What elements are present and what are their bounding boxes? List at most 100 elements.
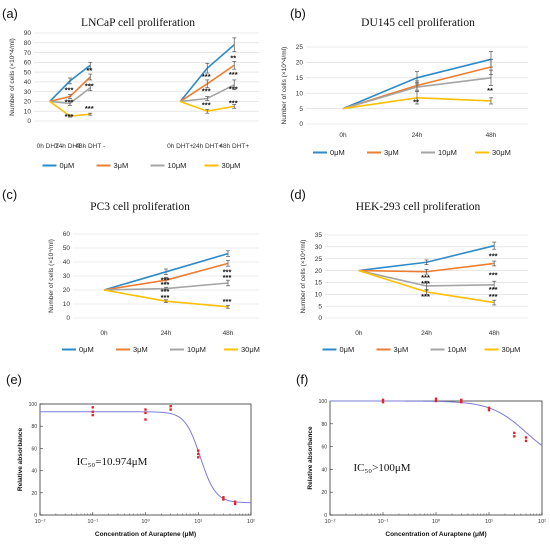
chart-panel-b: (b) DU145 cell proliferation 0 5 10 15 20 25 Num… xyxy=(281,6,528,157)
plot-frame xyxy=(329,400,543,516)
significance-annotation: *** xyxy=(421,273,430,282)
series-0μM xyxy=(358,241,497,272)
y-tick-label: 0 xyxy=(34,513,37,519)
significance-annotation: *** xyxy=(202,87,211,96)
data-point xyxy=(91,406,94,409)
y-tick-label: 60 xyxy=(63,231,71,238)
legend-label: 30μM xyxy=(492,148,511,157)
legend-label: 3μM xyxy=(394,345,409,354)
y-axis-label: Number of cells (×10⁴/ml) xyxy=(48,239,55,313)
y-tick-label: 10 xyxy=(296,90,304,97)
ic50-annotation: IC₅₀>100μM xyxy=(353,462,410,474)
x-tick-label: 10² xyxy=(538,519,546,525)
significance-annotation: *** xyxy=(229,70,238,79)
series-3μM xyxy=(358,260,497,275)
y-tick-label: 10 xyxy=(63,301,71,308)
x-tick-label: 48h xyxy=(486,132,497,139)
legend-label: 10μM xyxy=(168,161,187,170)
y-axis-label: Number of cells (×10^4/ml) xyxy=(281,47,288,125)
panel-label: (c) xyxy=(2,187,17,202)
y-tick-label: 80 xyxy=(321,422,327,428)
series-30μM xyxy=(358,269,497,306)
y-axis-label: Number of cells (×10⁴/ml) xyxy=(300,240,307,314)
y-tick-label: 40 xyxy=(31,469,37,475)
panel-label: (e) xyxy=(6,372,22,387)
data-point xyxy=(381,398,385,402)
significance-annotation: *** xyxy=(161,275,170,284)
data-point xyxy=(434,397,438,400)
data-point xyxy=(91,413,94,417)
data-point xyxy=(434,399,438,403)
chart-panel-f: (f) 0 20 40 60 80 100 10⁻² 10⁻¹ 10⁰ 10¹ 10² Concentr… xyxy=(296,372,546,538)
y-tick-label: 0 xyxy=(318,315,322,322)
x-tick-label: 10¹ xyxy=(485,519,493,525)
significance-annotation: *** xyxy=(161,293,170,302)
y-tick-label: 20 xyxy=(315,268,323,275)
legend-label: 30μM xyxy=(241,345,260,354)
y-tick-label: 90 xyxy=(24,30,32,37)
data-point xyxy=(233,502,237,506)
y-tick-label: 35 xyxy=(315,232,323,239)
x-axis-label: Concentration of Auraptene (μM) xyxy=(95,531,196,538)
chart-panel-c: (c) PC3 cell proliferation 0 10 20 30 40 50 60 Nu… xyxy=(2,187,260,354)
y-axis-label: Relative absorbance xyxy=(17,428,24,492)
y-tick-label: 10 xyxy=(24,108,32,115)
legend-label: 0μM xyxy=(60,161,75,170)
y-tick-label: 40 xyxy=(321,467,327,473)
y-tick-label: 70 xyxy=(24,50,32,57)
y-tick-label: 15 xyxy=(296,75,304,82)
data-point xyxy=(144,418,147,421)
chart-title: HEK-293 cell proliferation xyxy=(356,201,481,213)
y-tick-label: 20 xyxy=(24,99,32,106)
legend-label: 10μM xyxy=(187,345,206,354)
data-point xyxy=(197,449,200,452)
y-tick-label: 50 xyxy=(24,69,32,76)
legend-label: 3μM xyxy=(384,148,399,157)
significance-annotation: *** xyxy=(489,292,498,301)
y-tick-label: 0 xyxy=(324,513,327,519)
significance-annotation: *** xyxy=(489,285,498,294)
y-tick-label: 0 xyxy=(299,121,303,128)
x-tick-label: 10⁻² xyxy=(35,519,46,525)
significance-annotation: *** xyxy=(85,104,94,113)
significance-annotation: *** xyxy=(421,292,430,301)
x-tick-label: 48h DHT+ xyxy=(219,143,249,150)
y-tick-label: 80 xyxy=(24,40,32,47)
y-tick-label: 15 xyxy=(315,280,323,287)
x-tick-label: 24h xyxy=(421,330,432,337)
data-point xyxy=(144,408,147,411)
legend-label: 0μM xyxy=(330,148,345,157)
data-point xyxy=(222,496,225,499)
legend-label: 0μM xyxy=(79,345,94,354)
x-tick-label: 10² xyxy=(247,519,255,525)
significance-annotation: *** xyxy=(223,297,232,306)
data-point xyxy=(460,400,463,404)
y-tick-label: 100 xyxy=(29,402,38,408)
x-tick-label: 0h xyxy=(339,132,347,139)
significance-annotation: *** xyxy=(65,97,74,106)
significance-annotation: *** xyxy=(421,279,430,288)
series-3μM xyxy=(49,61,237,103)
y-tick-label: 50 xyxy=(63,245,71,252)
significance-annotation: *** xyxy=(65,86,74,95)
significance-annotation: ** xyxy=(86,66,92,75)
y-tick-label: 40 xyxy=(24,79,32,86)
data-point xyxy=(144,411,147,415)
x-tick-label: 0h DHT - xyxy=(37,143,63,150)
data-point xyxy=(524,436,528,439)
significance-annotation: *** xyxy=(161,280,170,289)
chart-panel-a: (a) LNCaP cell proliferation 0 10 20 30 40 50 60… xyxy=(2,6,259,170)
legend-label: 3μM xyxy=(133,345,148,354)
significance-annotation: *** xyxy=(202,100,211,109)
x-tick-label: 24h DHT - xyxy=(55,143,85,150)
panel-label: (f) xyxy=(296,372,308,387)
x-tick-label: 10¹ xyxy=(194,519,202,525)
x-tick-label: 10⁰ xyxy=(141,518,150,525)
legend-label: 10μM xyxy=(448,345,467,354)
y-tick-label: 20 xyxy=(296,60,304,67)
y-tick-label: 5 xyxy=(318,303,322,310)
data-point xyxy=(169,408,172,411)
significance-annotation: *** xyxy=(229,85,238,94)
chart-panel-d: (d) HEK-293 cell proliferation 0 5 10 15 20 25 3… xyxy=(290,187,528,354)
data-point xyxy=(381,400,385,404)
